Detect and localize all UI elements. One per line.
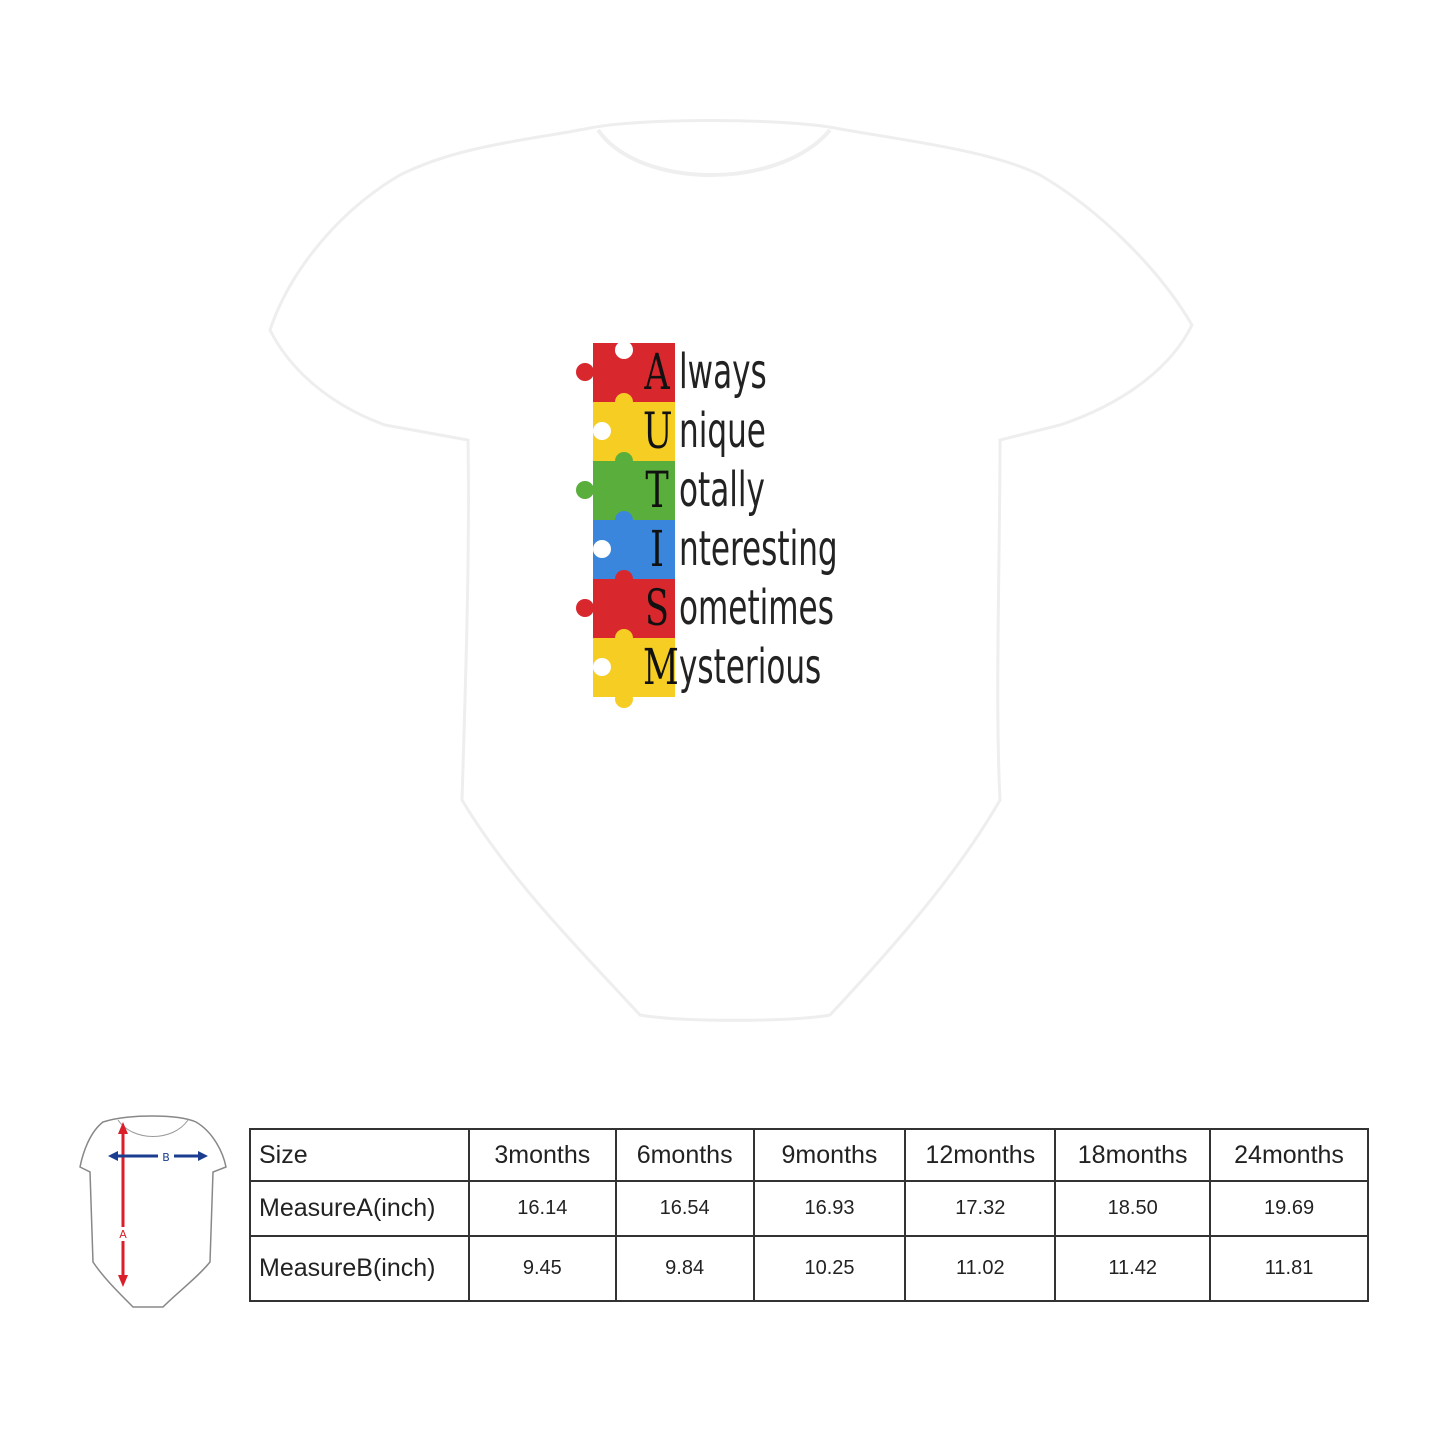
acrostic-word: ometimes: [679, 580, 834, 636]
table-cell: 11.02: [904, 1235, 1057, 1302]
table-cell: 9.45: [467, 1235, 617, 1302]
table-cell: 11.81: [1209, 1235, 1369, 1302]
table-cell: 11.42: [1054, 1235, 1212, 1302]
table-cell: 16.93: [752, 1180, 907, 1237]
puzzle-knob: [593, 658, 611, 676]
table-cell: 3months: [467, 1128, 617, 1182]
table-row: MeasureA(inch) 16.14 16.54 16.93 17.32 18.50 1…: [249, 1180, 1369, 1237]
puzzle-knob: [615, 452, 633, 470]
row-label-cell: Size: [249, 1128, 470, 1182]
puzzle-knob: [615, 629, 633, 647]
puzzle-knob: [615, 511, 633, 529]
acrostic-letter: M: [643, 638, 679, 696]
puzzle-knob: [576, 481, 594, 499]
table-cell: 19.69: [1209, 1180, 1369, 1237]
table-cell: 18.50: [1054, 1180, 1212, 1237]
puzzle-piece: [593, 579, 675, 638]
table-row: Size 3months 6months 9months 12months 18month…: [249, 1128, 1369, 1182]
puzzle-knob: [593, 540, 611, 558]
acrostic-word: ysterious: [679, 639, 822, 695]
puzzle-piece: [593, 461, 675, 520]
acrostic-letter: U: [643, 402, 673, 460]
table-cell: 9months: [752, 1128, 907, 1182]
measure-a-label: A: [119, 1228, 127, 1241]
table-cell: 18months: [1054, 1128, 1212, 1182]
measure-b-label: B: [162, 1151, 170, 1164]
row-label-cell: MeasureB(inch): [249, 1235, 470, 1302]
table-row: MeasureB(inch) 9.45 9.84 10.25 11.02 11.42 11.…: [249, 1235, 1369, 1302]
table-cell: 24months: [1209, 1128, 1369, 1182]
puzzle-knob: [615, 341, 633, 359]
acrostic-word: lways: [679, 344, 767, 400]
acrostic-letter: I: [650, 520, 664, 578]
puzzle-knob: [576, 363, 594, 381]
acrostic-letter: A: [644, 343, 670, 401]
acrostic-word: nteresting: [679, 521, 838, 577]
table-cell: 17.32: [904, 1180, 1057, 1237]
acrostic-letter: T: [645, 461, 669, 519]
acrostic-letter: S: [645, 579, 669, 637]
size-chart-table: Size 3months 6months 9months 12months 18month…: [249, 1128, 1369, 1302]
size-diagram: B A: [79, 1115, 227, 1308]
table-cell: 12months: [904, 1128, 1057, 1182]
table-cell: 9.84: [614, 1235, 755, 1302]
puzzle-knob: [615, 393, 633, 411]
table-cell: 6months: [614, 1128, 755, 1182]
puzzle-knob: [576, 599, 594, 617]
puzzle-knob: [615, 570, 633, 588]
puzzle-knob: [593, 422, 611, 440]
table-cell: 16.54: [614, 1180, 755, 1237]
acrostic-word: nique: [679, 403, 766, 459]
onesie-image: [268, 119, 1194, 1022]
table-cell: 10.25: [752, 1235, 907, 1302]
puzzle-knob: [615, 690, 633, 708]
puzzle-piece: [593, 343, 675, 402]
table-cell: 16.14: [467, 1180, 617, 1237]
row-label-cell: MeasureA(inch): [249, 1180, 470, 1237]
acrostic-word: otally: [679, 462, 765, 518]
